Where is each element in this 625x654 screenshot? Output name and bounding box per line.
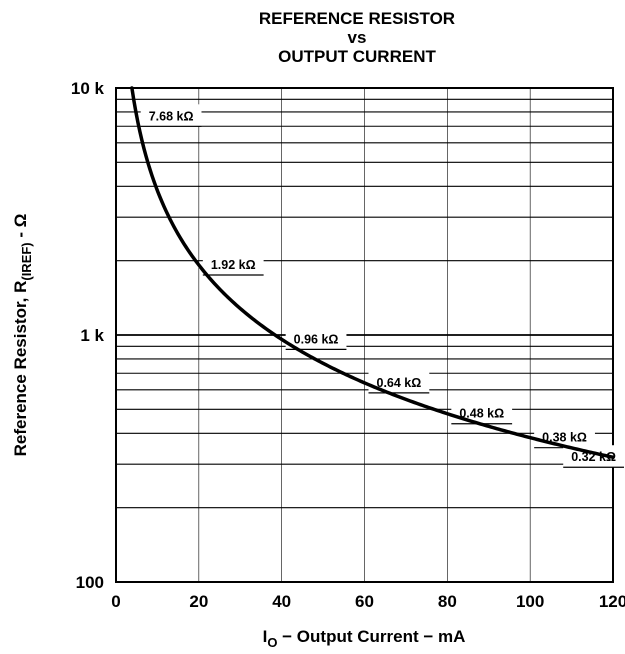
- x-tick-label: 60: [355, 592, 374, 611]
- x-tick-labels: 0 20 40 60 80 100 120: [111, 592, 625, 611]
- x-tick-label: 40: [272, 592, 291, 611]
- plot-frame: [115, 87, 614, 583]
- y-tick-labels: 100 1 k 10 k: [71, 79, 105, 592]
- data-label-box: [202, 253, 264, 276]
- x-tick-label: 0: [111, 592, 120, 611]
- chart-title-line-2: vs: [348, 28, 367, 47]
- x-tick-label: 20: [189, 592, 208, 611]
- y-tick-label: 10 k: [71, 79, 105, 98]
- data-label-text: 0.38 kΩ: [542, 431, 587, 445]
- series-line: [130, 86, 615, 459]
- y-tick-label: 100: [76, 573, 104, 592]
- grid: [116, 88, 613, 582]
- data-label-box: [285, 327, 347, 350]
- x-axis-label: IO − Output Current − mA: [263, 627, 466, 650]
- data-label: 0.64 kΩ: [368, 370, 430, 394]
- data-label: 0.38 kΩ: [534, 425, 595, 449]
- data-label-box: [140, 104, 202, 127]
- data-label-text: 0.64 kΩ: [377, 376, 422, 390]
- y-tick-label: 1 k: [80, 326, 104, 345]
- chart-title: REFERENCE RESISTOR vs OUTPUT CURRENT: [259, 9, 455, 66]
- y-axis-label-subscript: (IREF): [19, 242, 34, 280]
- x-axis-label-rest: − Output Current − mA: [277, 627, 465, 646]
- x-tick-label: 80: [438, 592, 457, 611]
- x-tick-label: 120: [599, 592, 625, 611]
- data-label: 7.68 kΩ: [140, 104, 202, 127]
- data-label-text: 0.96 kΩ: [294, 332, 339, 346]
- x-axis-label-main: I: [263, 627, 268, 646]
- y-axis-label: Reference Resistor, R(IREF) - Ω: [11, 214, 34, 457]
- data-label-text: 1.92 kΩ: [211, 258, 256, 272]
- data-label: 0.96 kΩ: [285, 327, 347, 350]
- data-label-box: [368, 370, 430, 393]
- data-label-text: 0.48 kΩ: [459, 407, 504, 421]
- x-axis-label-subscript: O: [267, 635, 277, 650]
- y-axis-label-rest: - Ω: [11, 214, 30, 243]
- data-label-text: 7.68 kΩ: [149, 109, 194, 123]
- chart-title-line-1: REFERENCE RESISTOR: [259, 9, 455, 28]
- chart-title-line-3: OUTPUT CURRENT: [278, 47, 436, 66]
- y-axis-label-main: Reference Resistor, R: [11, 281, 30, 457]
- x-tick-label: 100: [516, 592, 544, 611]
- data-label: 1.92 kΩ: [202, 253, 264, 276]
- annotations: 7.68 kΩ 1.92 kΩ 0.96 kΩ 0.64 kΩ 0.48 kΩ 0.38 …: [140, 104, 624, 468]
- data-label: 0.48 kΩ: [451, 401, 513, 425]
